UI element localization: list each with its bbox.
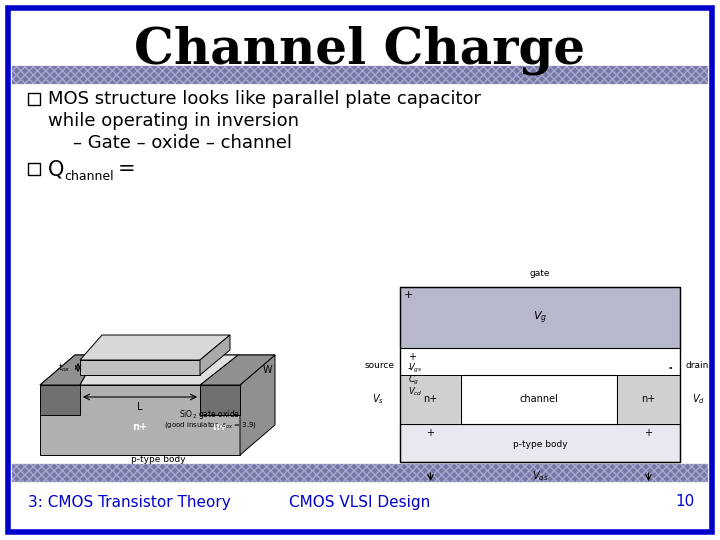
Bar — [12, 464, 708, 482]
Bar — [28, 163, 40, 175]
Text: SiO$_2$ gate oxide: SiO$_2$ gate oxide — [179, 408, 240, 421]
Polygon shape — [40, 385, 80, 415]
Text: -: - — [668, 363, 672, 373]
Text: L: L — [138, 402, 143, 412]
Text: channel: channel — [64, 171, 114, 184]
Text: +: + — [403, 290, 413, 300]
Polygon shape — [80, 360, 200, 375]
Polygon shape — [200, 385, 240, 415]
Text: $V_{cd}$: $V_{cd}$ — [408, 386, 423, 399]
Text: while operating in inversion: while operating in inversion — [48, 112, 299, 130]
Text: $V_s$: $V_s$ — [372, 393, 384, 407]
Bar — [400, 287, 680, 462]
Polygon shape — [80, 355, 238, 385]
Text: p-type body: p-type body — [513, 441, 567, 449]
Text: – Gate – oxide – channel: – Gate – oxide – channel — [73, 134, 292, 152]
Bar — [28, 93, 40, 105]
Text: +: + — [408, 352, 416, 362]
Text: CMOS VLSI Design: CMOS VLSI Design — [289, 495, 431, 510]
Polygon shape — [80, 335, 230, 360]
Text: (good insulator, $\varepsilon_{ox}$ = 3.9): (good insulator, $\varepsilon_{ox}$ = 3.… — [163, 421, 256, 430]
Polygon shape — [200, 335, 230, 375]
Bar — [12, 464, 708, 482]
Bar — [617, 375, 680, 424]
Text: Q: Q — [48, 159, 64, 179]
Text: 10: 10 — [676, 495, 695, 510]
Bar — [400, 375, 461, 424]
Text: -: - — [408, 363, 412, 373]
Text: -: - — [668, 362, 672, 372]
Text: 3: CMOS Transistor Theory: 3: CMOS Transistor Theory — [28, 495, 230, 510]
Bar — [12, 66, 708, 84]
Bar — [461, 375, 617, 424]
Text: channel: channel — [520, 395, 559, 404]
Text: p-type body: p-type body — [131, 456, 185, 464]
Bar — [400, 424, 680, 462]
Text: n+: n+ — [132, 422, 148, 432]
Text: Channel Charge: Channel Charge — [135, 25, 585, 75]
Text: +: + — [426, 428, 434, 438]
Text: $C_g$: $C_g$ — [408, 374, 419, 387]
Text: MOS structure looks like parallel plate capacitor: MOS structure looks like parallel plate … — [48, 90, 481, 108]
Text: W: W — [262, 365, 272, 375]
Text: gate: gate — [530, 268, 550, 278]
Polygon shape — [40, 355, 97, 385]
Text: $V_d$: $V_d$ — [691, 393, 704, 407]
Text: $V_{ds}$: $V_{ds}$ — [532, 469, 548, 483]
Text: n+: n+ — [423, 395, 438, 404]
Bar — [12, 66, 708, 84]
Text: =: = — [118, 159, 135, 179]
Text: n+: n+ — [212, 422, 228, 432]
Polygon shape — [40, 385, 240, 455]
Text: $t_{ox}$: $t_{ox}$ — [58, 362, 70, 374]
Text: source: source — [365, 361, 395, 370]
Text: $V_g$: $V_g$ — [533, 309, 547, 326]
Text: drain: drain — [685, 361, 708, 370]
Polygon shape — [40, 355, 275, 385]
Polygon shape — [240, 355, 275, 455]
Polygon shape — [200, 355, 275, 385]
Text: $V_{gs}$: $V_{gs}$ — [408, 362, 423, 375]
Text: n+: n+ — [642, 395, 656, 404]
Bar — [400, 287, 680, 348]
Text: +: + — [644, 428, 652, 438]
